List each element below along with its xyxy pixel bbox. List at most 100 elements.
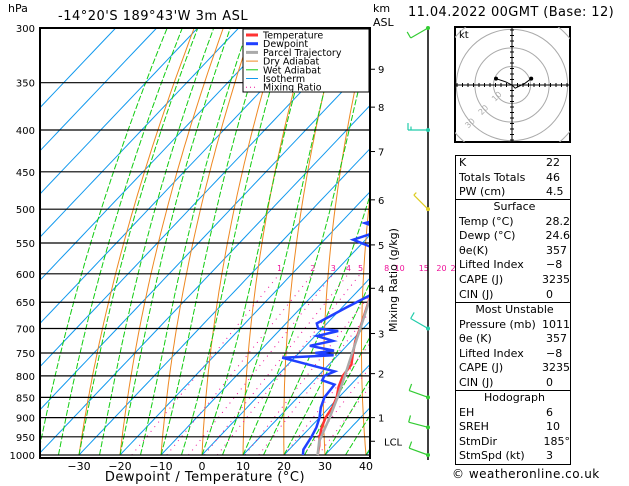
indices-surface-box: Surface Temp (°C) 28.2 Dewp (°C) 24.6 θe(K) 35… <box>455 199 571 304</box>
indices-row: SREH 10 <box>456 420 570 435</box>
km-tick-label: 8 <box>378 103 384 114</box>
mixing-ratio-label: 15 <box>419 264 429 273</box>
isotherm-line <box>40 28 199 195</box>
indices-value: 10 <box>546 420 560 434</box>
indices-title-row: Most Unstable <box>456 303 570 318</box>
indices-value: 22 <box>546 156 560 169</box>
indices-value: −8 <box>546 258 563 272</box>
mixing-ratio-line <box>284 342 370 456</box>
indices-value: 46 <box>546 170 560 184</box>
wind-barb-flag <box>408 415 412 423</box>
indices-label: SREH <box>459 420 489 434</box>
x-axis-title: Dewpoint / Temperature (°C) <box>105 470 305 485</box>
indices-hodograph-box: Hodograph EH 6 SREH 10 StmDir 185° StmSpd (kt) 3 <box>455 390 571 465</box>
profiles <box>281 220 370 456</box>
mixing-ratio-label: 4 <box>346 264 351 273</box>
mixing-ratio-axis-title: Mixing Ratio (g/kg) <box>387 228 400 332</box>
indices-value: 0 <box>546 375 553 389</box>
indices-label: StmDir <box>459 434 498 448</box>
indices-row: θe(K) 357 <box>456 244 570 259</box>
km-tick-label: 2 <box>378 370 384 381</box>
indices-value: 357 <box>546 243 567 257</box>
mixing-ratio-label: 8 <box>384 264 389 273</box>
legend-label: Dewpoint <box>263 39 308 50</box>
wet-adiabat-line <box>201 28 313 456</box>
indices-label: CAPE (J) <box>459 272 504 286</box>
indices-row: Pressure (mb) 1011 <box>456 318 570 333</box>
km-tick-label: LCL <box>384 437 403 448</box>
legend-label: Parcel Trajectory <box>263 48 342 59</box>
wind-barbs <box>406 26 430 460</box>
temperature-tick-label: 10 <box>236 460 250 473</box>
wind-barb <box>408 441 430 457</box>
pressure-tick-label: 600 <box>16 270 35 281</box>
wind-barb <box>406 26 430 39</box>
pressure-tick-label: 1000 <box>10 451 35 462</box>
indices-label: θe (K) <box>459 332 492 346</box>
wind-barb-shaft <box>408 421 429 428</box>
indices-top-box: K 22 Totals Totals 46 PW (cm) 4.5 <box>455 155 571 201</box>
indices-value: −8 <box>546 346 563 360</box>
dewpoint-line <box>281 220 370 456</box>
wind-barb-shaft <box>409 389 429 398</box>
pressure-tick-label: 900 <box>16 414 35 425</box>
indices-row: StmDir 185° <box>456 435 570 450</box>
wet-adiabat-line <box>99 28 215 456</box>
indices-label: CAPE (J) <box>459 361 504 375</box>
isotherm-line <box>40 28 280 281</box>
legend-label: Isotherm <box>263 74 305 85</box>
mixing-ratio-label: 20 <box>436 264 446 273</box>
indices-value: 0 <box>546 287 553 301</box>
legend-label: Wet Adiabat <box>263 65 321 76</box>
hodograph-point-start <box>494 76 498 81</box>
mixing-ratio-line <box>216 273 361 456</box>
indices-label: Dewp (°C) <box>459 229 516 243</box>
wind-barb <box>408 415 430 430</box>
dry-adiabat-line <box>568 28 612 455</box>
pressure-tick-label: 650 <box>16 298 35 309</box>
indices-label: EH <box>459 405 475 419</box>
mixing-ratio-line <box>204 273 349 456</box>
indices-value: 3235 <box>542 272 570 286</box>
indices-row: Lifted Index −8 <box>456 347 570 362</box>
mixing-ratio-label: 1 <box>277 264 282 273</box>
indices-label: θe(K) <box>459 243 489 257</box>
indices-row: CIN (J) 0 <box>456 376 570 391</box>
indices-row: PW (cm) 4.5 <box>456 185 570 200</box>
wet-adiabat-line <box>78 28 199 456</box>
wind-barb-shaft <box>413 194 429 210</box>
km-tick-label: 4 <box>378 284 384 295</box>
indices-label: CIN (J) <box>459 287 494 301</box>
wind-barb-flag <box>410 312 415 319</box>
wind-barb-flag <box>406 31 412 39</box>
dry-adiabat-line <box>599 28 629 455</box>
hodograph-point-end <box>529 76 534 81</box>
indices-section-title: Hodograph <box>484 391 545 404</box>
pressure-tick-label: 400 <box>16 126 35 137</box>
wind-barb-flag <box>408 383 413 391</box>
km-label: km <box>373 2 390 15</box>
km-tick-label: 6 <box>378 196 384 207</box>
mixing-ratio-line <box>166 273 314 456</box>
mixing-ratio-line <box>244 294 370 456</box>
indices-row: StmSpd (kt) 3 <box>456 449 570 464</box>
asl-label: ASL <box>373 16 395 29</box>
isotherm-line <box>40 28 158 152</box>
temperature-tick-label: 30 <box>318 460 332 473</box>
mixing-ratio-labels: 12345810152025 <box>277 264 461 273</box>
copyright: © weatheronline.co.uk <box>452 467 600 481</box>
legend-label: Mixing Ratio <box>263 83 322 94</box>
indices-label: PW (cm) <box>459 185 506 199</box>
pressure-axis: 300 350 400 450 500 550 600 650 700 750 800 850 900 9… <box>10 24 35 462</box>
mixing-ratio-line <box>317 385 370 456</box>
pressure-tick-label: 450 <box>16 168 35 179</box>
pressure-tick-label: 750 <box>16 349 35 360</box>
indices-value: 24.6 <box>545 229 571 243</box>
indices-row: Totals Totals 46 <box>456 171 570 186</box>
indices-title-row: Surface <box>456 200 570 215</box>
pressure-tick-label: 800 <box>16 372 35 383</box>
parcel-trajectory-line <box>316 294 370 456</box>
indices-row: Dewp (°C) 24.6 <box>456 229 570 244</box>
